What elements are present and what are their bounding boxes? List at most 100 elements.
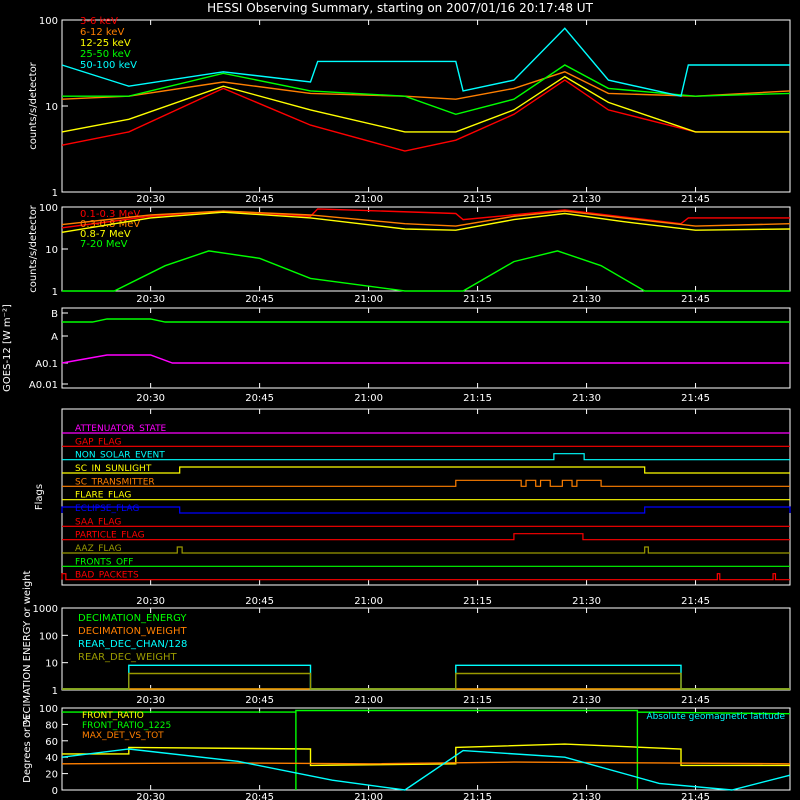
flag-line-8: [62, 533, 790, 541]
x-tick-label: 21:30: [572, 393, 601, 404]
x-tick-label: 21:00: [354, 194, 383, 205]
legend-entry: 0.8-7 MeV: [80, 229, 131, 240]
x-tick-label: 21:30: [572, 695, 601, 706]
series-line-lightcurves-low-1: [61, 71, 791, 100]
legend-entry: 12-25 keV: [80, 38, 131, 49]
legend-entry: DECIMATION_ENERGY: [78, 613, 187, 624]
legend-entry: REAR_DEC_WEIGHT: [78, 652, 177, 663]
y-tick-label: 1: [52, 287, 58, 298]
flag-label: FLARE_FLAG: [75, 491, 131, 501]
x-tick-label: 21:00: [354, 294, 383, 305]
x-tick-label: 20:45: [245, 792, 274, 800]
x-tick-label: 21:45: [681, 393, 710, 404]
y-tick-label: 80: [45, 720, 58, 731]
y-tick-label: 0: [52, 786, 58, 797]
y-tick-label: 20: [45, 770, 58, 781]
x-tick-label: 21:15: [463, 294, 492, 305]
flag-line-6: [61, 506, 791, 514]
flag-label: SC_IN_SUNLIGHT: [75, 464, 152, 474]
x-tick-label: 20:45: [245, 695, 274, 706]
x-tick-label: 20:45: [245, 194, 274, 205]
y-axis-label-decimation: DECIMATION ENERGY or weight: [22, 570, 33, 727]
x-tick-label: 20:45: [245, 294, 274, 305]
flag-label: SAA_FLAG: [75, 517, 121, 527]
x-tick-label: 21:45: [681, 194, 710, 205]
series-line-lightcurves-high-1: [61, 210, 791, 227]
x-tick-label: 21:45: [681, 596, 710, 607]
series-line-goes-1: [61, 354, 790, 364]
legend-entry: FRONT_RATIO: [82, 711, 144, 721]
legend-entry: FRONT_RATIO_1225: [82, 721, 171, 731]
x-tick-label: 20:45: [245, 596, 274, 607]
x-tick-label: 20:30: [136, 695, 165, 706]
plot-frame-flags: [61, 408, 791, 586]
x-tick-label: 20:30: [136, 294, 165, 305]
x-tick-label: 21:45: [681, 695, 710, 706]
y-tick-label: 10: [45, 245, 58, 256]
x-tick-label: 21:15: [463, 695, 492, 706]
y-axis-label-lightcurves-high: counts/s/detector: [28, 204, 39, 292]
plot-frame-goes: [61, 307, 791, 389]
x-tick-label: 21:15: [463, 792, 492, 800]
y-axis-label-ratios: Degrees or %: [22, 715, 33, 783]
flag-label: ECLIPSE_FLAG: [75, 504, 139, 514]
y-tick-label: 1000: [33, 604, 58, 615]
flag-line-4: [62, 479, 790, 487]
x-tick-label: 21:45: [681, 792, 710, 800]
y-tick-label: A: [51, 332, 58, 343]
y-tick-label: 100: [39, 203, 58, 214]
plot-frame-ratios: [61, 707, 791, 791]
series-line-lightcurves-high-3: [62, 250, 790, 292]
legend-entry: 6-12 keV: [80, 27, 124, 38]
y-tick-label: 1: [52, 686, 58, 697]
x-tick-label: 21:15: [463, 596, 492, 607]
y-axis-label-goes: GOES-12 [W m⁻²]: [2, 304, 13, 392]
legend-entry: 50-100 keV: [80, 60, 137, 71]
y-tick-label: 60: [45, 737, 58, 748]
legend-entry: 7-20 MeV: [80, 239, 128, 250]
legend-entry: 25-50 keV: [80, 49, 131, 60]
x-tick-label: 21:30: [572, 596, 601, 607]
y-axis-label-lightcurves-low: counts/s/detector: [28, 61, 39, 149]
legend-entry: Absolute geomagnetic latitude: [646, 712, 785, 722]
x-tick-label: 20:45: [245, 393, 274, 404]
flag-label: AAZ_FLAG: [75, 544, 122, 554]
legend-entry: MAX_DET_VS_TOT: [82, 731, 164, 741]
series-line-lightcurves-low-4: [61, 27, 790, 98]
x-tick-label: 20:30: [136, 596, 165, 607]
y-tick-label: 40: [45, 753, 58, 764]
flag-label: PARTICLE_FLAG: [75, 531, 145, 541]
flag-line-9: [62, 546, 790, 554]
flag-line-11: [61, 573, 790, 581]
series-line-lightcurves-high-2: [61, 211, 791, 233]
legend-entry: DECIMATION_WEIGHT: [78, 626, 187, 637]
flag-label: GAP_FLAG: [75, 437, 121, 447]
y-tick-label: 100: [39, 631, 58, 642]
y-tick-label: 100: [39, 704, 58, 715]
flag-label: ATTENUATOR_STATE: [75, 424, 167, 434]
y-tick-label: B: [51, 309, 58, 320]
x-tick-label: 21:00: [354, 596, 383, 607]
flag-label: SC_TRANSMITTER: [75, 477, 155, 487]
y-tick-label: 10: [45, 659, 58, 670]
legend-entry: 3-6 keV: [80, 16, 118, 27]
x-tick-label: 20:30: [136, 194, 165, 205]
legend-entry: REAR_DEC_CHAN/128: [78, 639, 187, 650]
series-line-lightcurves-low-3: [62, 64, 791, 116]
series-line-decimation-3: [62, 672, 790, 690]
x-tick-label: 21:15: [463, 194, 492, 205]
flag-label: FRONTS_OFF: [75, 557, 133, 567]
series-line-ratios-3: [61, 748, 791, 791]
x-tick-label: 21:00: [354, 393, 383, 404]
x-tick-label: 21:30: [572, 194, 601, 205]
flag-label: NON_SOLAR_EVENT: [75, 451, 165, 461]
y-axis-label-flags: Flags: [34, 484, 45, 510]
plot-frame-decimation: [61, 607, 791, 691]
series-line-ratios-1: [62, 709, 791, 790]
x-tick-label: 20:30: [136, 393, 165, 404]
x-tick-label: 21:15: [463, 393, 492, 404]
x-tick-label: 20:30: [136, 792, 165, 800]
y-tick-label: 1: [52, 188, 58, 199]
